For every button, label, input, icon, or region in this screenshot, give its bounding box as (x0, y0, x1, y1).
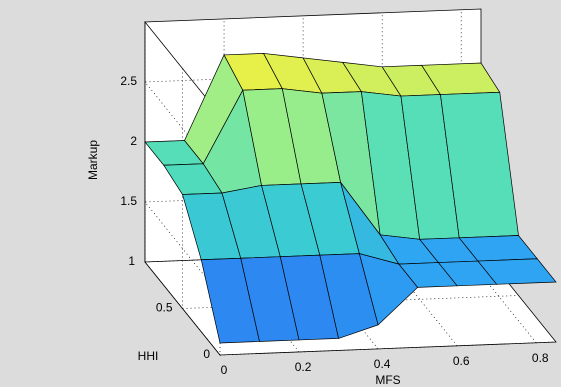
x-tick-label: 0.4 (374, 357, 391, 371)
z-tick-label: 1.5 (120, 194, 137, 208)
y-tick-label: 1 (128, 254, 135, 268)
z-tick-label: 2.5 (120, 74, 137, 88)
axis-labels: Markup HHI MFS (86, 140, 401, 387)
x-tick-label: 0.8 (532, 351, 549, 365)
x-tick-label: 0.6 (453, 354, 470, 368)
z-axis-label: Markup (86, 140, 100, 180)
y-tick-label: 0 (203, 347, 210, 361)
z-tick-label: 2 (130, 134, 137, 148)
surface (144, 52, 557, 344)
x-axis-label: MFS (375, 373, 400, 387)
y-tick-label: 0.5 (156, 301, 173, 315)
surface-patch (477, 258, 557, 285)
x-tick-label: 0 (221, 363, 228, 377)
y-axis-label: HHI (138, 349, 159, 363)
x-tick-label: 0.2 (295, 360, 312, 374)
